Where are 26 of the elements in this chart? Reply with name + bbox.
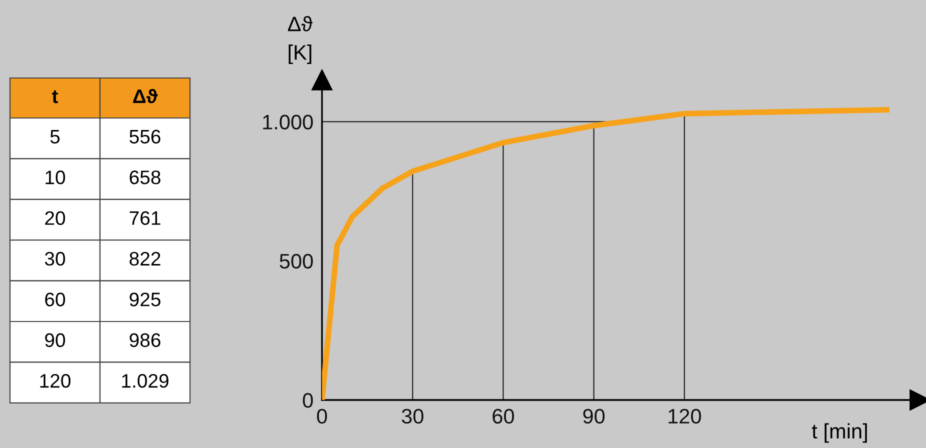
y-axis-title: Δϑ [K]: [288, 16, 312, 64]
y-tick-label: 0: [302, 393, 313, 408]
text: Δϑ: [133, 88, 158, 104]
text: 60: [45, 292, 66, 306]
text: 556: [130, 130, 160, 144]
text: 761: [130, 211, 160, 225]
text: t: [52, 90, 58, 104]
x-tick-label: 0: [317, 408, 327, 424]
text: 30: [44, 252, 66, 266]
text: 822: [130, 252, 160, 266]
x-tick-label: 90: [583, 408, 605, 424]
x-axis-title: t [min]: [812, 423, 867, 443]
text: 925: [130, 292, 160, 306]
y-tick-label: 500: [280, 254, 313, 269]
text: 90: [45, 333, 66, 348]
text: 120: [40, 374, 70, 388]
x-tick-label: 30: [402, 408, 424, 424]
text: 20: [45, 211, 66, 225]
text: 5: [50, 130, 60, 144]
y-tick-label: 1.000: [263, 114, 313, 130]
x-tick-label: 120: [668, 408, 701, 424]
text: 986: [130, 333, 160, 348]
x-tick-label: 60: [492, 408, 514, 424]
text: 10: [46, 170, 66, 184]
text: 1.029: [122, 374, 168, 388]
text: 658: [130, 170, 160, 184]
